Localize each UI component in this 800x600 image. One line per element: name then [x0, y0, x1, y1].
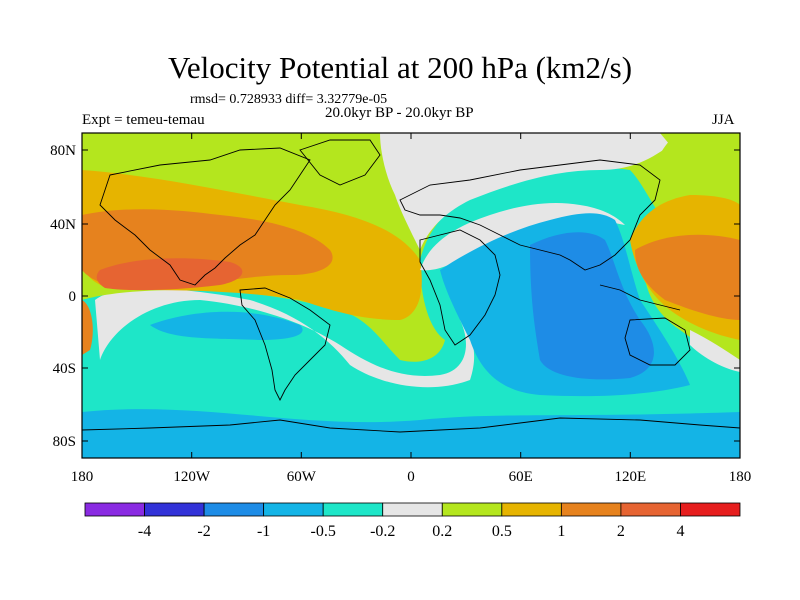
colorbar-swatch — [620, 502, 681, 517]
coast-greenland — [299, 139, 381, 186]
colorbar-swatch — [144, 502, 205, 517]
field-south-band — [82, 409, 740, 458]
map-field — [82, 133, 740, 458]
colorbar-label: 0.2 — [432, 523, 452, 540]
colorbar-label: 2 — [617, 523, 625, 540]
field-red-americas — [96, 258, 243, 291]
lat-tick-label: 80N — [50, 143, 76, 159]
coast-north-america — [99, 147, 311, 286]
coastlines — [82, 139, 740, 433]
colorbar-swatch — [322, 502, 384, 517]
colorbar-label: -0.5 — [311, 523, 336, 540]
longitude-axis: 180 120W 60W 0 60E 120E 180 — [71, 133, 752, 485]
experiment-label: Expt = temeu-temau — [82, 112, 205, 128]
lon-tick-label: 120E — [614, 469, 646, 485]
colorbar-swatch — [382, 502, 443, 517]
coast-south-america — [239, 287, 331, 402]
colorbar-swatch — [203, 502, 265, 517]
season-label: JJA — [712, 112, 735, 128]
field-orange-asia — [635, 234, 740, 320]
map-title: Velocity Potential at 200 hPa (km2/s) — [167, 50, 633, 85]
lon-tick-label: 60W — [287, 469, 317, 485]
lon-tick-label: 120W — [173, 469, 211, 485]
lat-tick-label: 40S — [53, 361, 76, 377]
lon-tick-label: 60E — [509, 469, 533, 485]
coast-antarctica — [82, 417, 740, 433]
colorbar-swatch — [84, 502, 145, 517]
stats-label: rmsd= 0.728933 diff= 3.32779e-05 — [190, 92, 388, 107]
colorbar-swatch — [680, 502, 741, 517]
field-green-belt — [82, 133, 740, 362]
colorbar-swatch — [441, 502, 503, 517]
colorbar — [84, 502, 741, 517]
colorbar-label: 4 — [676, 523, 684, 540]
coast-australia — [624, 317, 691, 366]
colorbar-label: 1 — [557, 523, 565, 540]
coast-eurasia — [399, 159, 661, 271]
colorbar-swatch — [560, 502, 622, 517]
field-white-strip — [95, 288, 475, 388]
colorbar-label: -0.2 — [370, 523, 395, 540]
lon-tick-label: 180 — [71, 469, 94, 485]
field-white-arctic — [380, 133, 670, 250]
colorbar-labels: -4 -2 -1 -0.5 -0.2 0.2 0.5 1 2 4 — [138, 523, 685, 540]
field-pacific-blue — [150, 311, 303, 340]
colorbar-label: 0.5 — [492, 523, 512, 540]
lon-tick-label: 180 — [729, 469, 752, 485]
lat-tick-label: 0 — [69, 289, 77, 305]
colorbar-label: -2 — [197, 523, 210, 540]
colorbar-label: -1 — [257, 523, 270, 540]
field-darkblue-core — [530, 232, 654, 380]
colorbar-label: -4 — [138, 523, 151, 540]
lat-tick-label: 80S — [53, 434, 76, 450]
colorbar-swatch — [263, 502, 324, 517]
latitude-axis: 80N 40N 0 40S 80S — [50, 143, 740, 450]
field-left-edge — [82, 300, 93, 355]
coast-africa — [419, 229, 501, 346]
coast-indonesia — [599, 284, 681, 311]
period-label: 20.0kyr BP - 20.0kyr BP — [325, 105, 474, 121]
colorbar-swatch — [501, 502, 562, 517]
field-white-asia — [690, 330, 740, 372]
lon-tick-label: 0 — [407, 469, 415, 485]
lat-tick-label: 40N — [50, 217, 76, 233]
